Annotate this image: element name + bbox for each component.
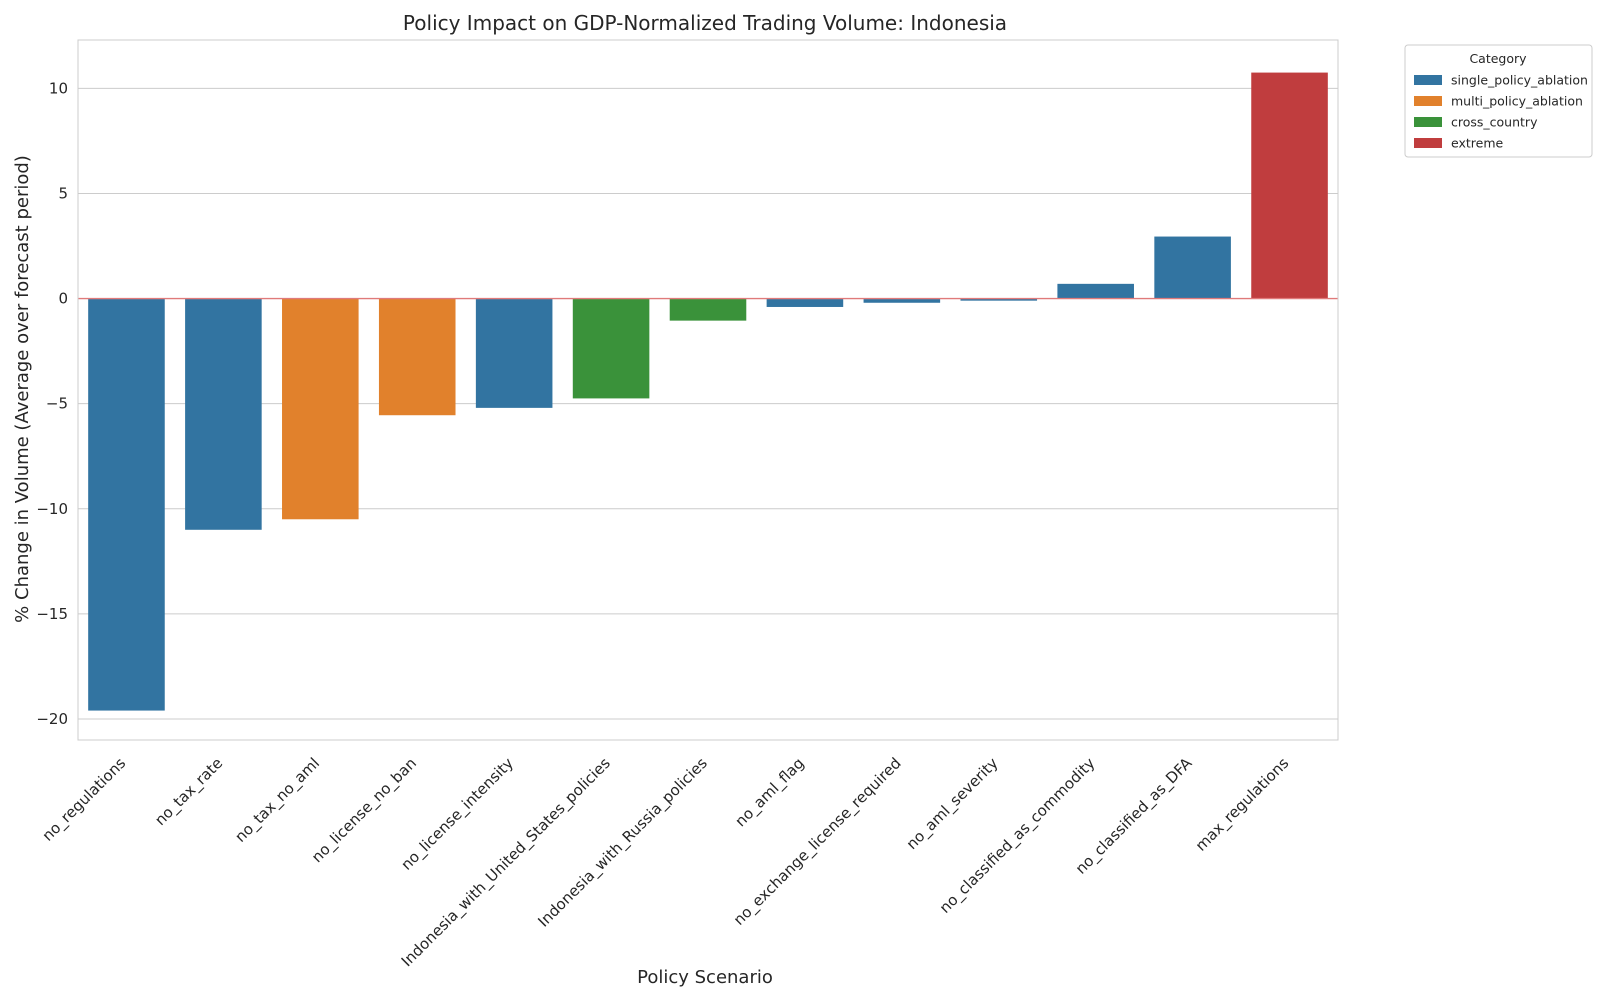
legend-swatch <box>1414 117 1442 127</box>
y-tick-label: −20 <box>36 710 68 728</box>
bar-max-regulations <box>1251 72 1328 299</box>
bar-no-tax-rate <box>185 298 262 530</box>
bar-no-exchange-license-required <box>863 298 941 303</box>
chart-title: Policy Impact on GDP-Normalized Trading … <box>403 11 1007 35</box>
bar-no-classified-as-dfa <box>1154 236 1231 299</box>
bar-no-aml-flag <box>766 298 844 307</box>
bar-indonesia-with-russia-policies <box>669 298 747 321</box>
bars <box>88 72 1328 711</box>
x-axis-label: Policy Scenario <box>637 967 773 988</box>
plot-frame <box>77 39 1339 741</box>
bar-indonesia-with-united-states-policies <box>572 298 650 399</box>
y-tick-label: −15 <box>36 605 68 623</box>
legend-label: single_policy_ablation <box>1451 73 1588 88</box>
bar-no-license-no-ban <box>378 298 456 416</box>
bar-no-aml-severity <box>960 298 1038 301</box>
legend-label: multi_policy_ablation <box>1451 94 1583 109</box>
bar-no-tax-no-aml <box>282 298 359 520</box>
legend-frame <box>1404 44 1593 158</box>
y-tick-label: 0 <box>58 290 68 308</box>
bar-no-license-intensity <box>475 298 553 408</box>
bar-no-regulations <box>88 298 165 711</box>
legend-swatch <box>1414 96 1442 106</box>
plot-area <box>78 40 1338 740</box>
legend-label: extreme <box>1451 136 1504 151</box>
legend: Category single_policy_ablation multi_pol… <box>1404 44 1593 158</box>
y-tick-label: −10 <box>36 500 68 518</box>
legend-swatch <box>1414 138 1442 148</box>
legend-label: cross_country <box>1451 115 1538 130</box>
y-tick-label: −5 <box>46 395 68 413</box>
legend-swatch <box>1414 75 1442 85</box>
y-tick-label: 10 <box>49 79 68 97</box>
legend-title: Category <box>1469 51 1527 66</box>
bar-no-classified-as-commodity <box>1057 283 1134 299</box>
y-axis-label: % Change in Volume (Average over forecas… <box>12 155 33 623</box>
y-tick-labels: 10 5 0 −5 −10 −15 −20 <box>36 79 68 728</box>
legend-entries: single_policy_ablation multi_policy_ablat… <box>1414 73 1588 151</box>
y-tick-label: 5 <box>58 184 68 202</box>
